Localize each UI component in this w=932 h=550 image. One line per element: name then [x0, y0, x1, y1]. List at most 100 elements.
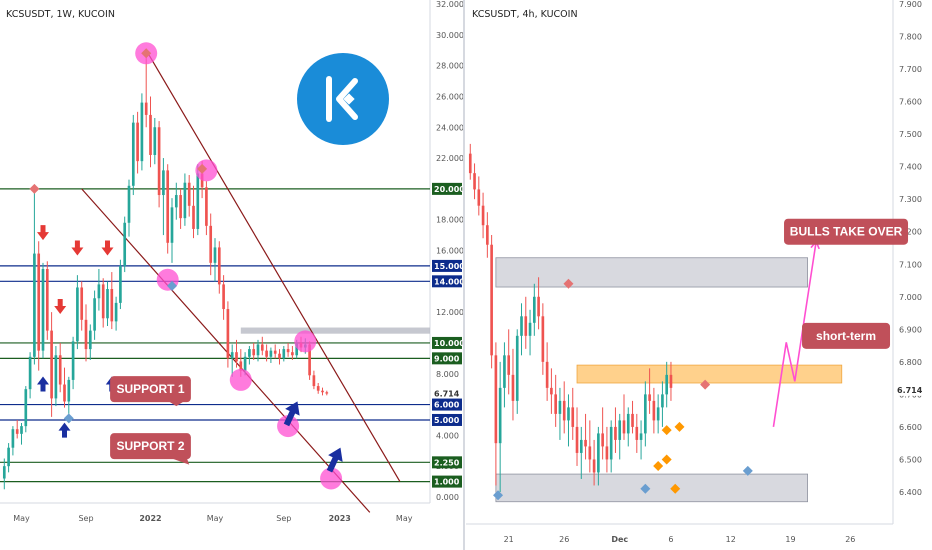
left-candle-body: [67, 379, 71, 402]
left-candle-body: [196, 173, 200, 229]
right-candle-body: [639, 433, 643, 440]
right-diamond-marker: [640, 483, 651, 494]
left-callout-label: SUPPORT 2: [116, 439, 184, 453]
right-chart-title: KCSUSDT, 4h, KUCOIN: [472, 9, 578, 20]
right-candle-body: [597, 433, 600, 473]
left-chart-title: KCSUSDT, 1W, KUCOIN: [6, 9, 115, 20]
left-candle-body: [37, 253, 41, 351]
left-candle-body: [286, 349, 290, 353]
right-candle-body: [490, 244, 493, 356]
left-candle-body: [20, 426, 23, 434]
left-candle-body: [131, 122, 135, 186]
right-candle-body: [635, 426, 639, 440]
left-candle-body: [140, 102, 144, 162]
right-callout-box: [802, 322, 891, 349]
left-ytick-label: 24.000: [436, 123, 464, 132]
left-candle-body: [33, 253, 36, 357]
right-candle-body: [622, 420, 626, 434]
right-xtick-label: 26: [845, 535, 855, 544]
right-candle-body: [588, 446, 592, 460]
left-xtick-label: 2022: [139, 514, 161, 523]
left-resistance-zone: [240, 327, 430, 334]
left-xtick-label: Sep: [78, 514, 93, 523]
left-red-down-arrow: [71, 240, 84, 256]
left-candle-body: [45, 268, 49, 331]
left-candle-body: [325, 392, 329, 394]
right-gray-zone: [495, 257, 809, 288]
left-candle-body: [282, 349, 286, 359]
right-candle-body: [644, 394, 647, 434]
left-candle-body: [144, 102, 148, 115]
left-candle-body: [187, 182, 191, 206]
left-ytick-label: 18.000: [436, 216, 464, 225]
right-candle-body: [537, 296, 540, 317]
right-ytick-label: 6.500: [899, 455, 922, 464]
left-xtick-label: May: [396, 514, 413, 523]
right-ytick-label: 7.000: [899, 293, 922, 302]
left-candle-body: [209, 225, 213, 263]
right-candle-body: [486, 225, 489, 245]
left-xtick-label: May: [207, 514, 224, 523]
right-candle-body: [618, 420, 622, 440]
left-candle-body: [84, 319, 88, 350]
right-diamond-marker: [742, 465, 753, 476]
right-xtick-label: 6: [668, 535, 673, 544]
right-callout: short-term: [802, 322, 891, 349]
left-candle-body: [243, 356, 247, 371]
right-candle-body: [567, 407, 570, 421]
right-candle-body: [609, 426, 613, 460]
left-ytick-label: 22.000: [436, 154, 464, 163]
left-price-label: 10.000: [434, 339, 465, 348]
left-price-label: 15.000: [434, 262, 465, 271]
right-ytick-label: 7.400: [899, 163, 922, 172]
left-price-label-bg: [432, 413, 462, 426]
left-diamond-marker: [197, 163, 208, 174]
left-callout: SUPPORT 1: [110, 376, 191, 407]
left-candle-body: [278, 353, 281, 359]
left-touch-circle: [277, 415, 300, 438]
left-candle-body: [127, 185, 131, 223]
left-candle-body: [153, 127, 157, 155]
right-candle-body: [468, 153, 472, 174]
right-xtick-label: 19: [785, 535, 795, 544]
right-diamond-marker: [670, 483, 681, 494]
right-candle-body: [554, 394, 557, 414]
left-price-label: 2.250: [434, 458, 460, 467]
right-projection-path: [772, 241, 817, 428]
left-candle-body: [179, 195, 182, 219]
left-price-label-bg: [432, 275, 462, 288]
right-ytick-label: 7.300: [899, 195, 922, 204]
left-xtick-label: 2023: [329, 514, 351, 523]
left-candle-body: [217, 247, 221, 285]
left-candle-body: [97, 284, 101, 299]
left-candle-body: [230, 352, 234, 359]
left-big-blue-arrow-shape: [326, 447, 343, 473]
left-candle-body: [28, 356, 32, 390]
right-candle-body: [532, 296, 536, 323]
left-candle-body: [63, 384, 66, 402]
right-candle-body: [656, 407, 660, 421]
right-ytick-label: 6.600: [899, 423, 922, 432]
right-ytick-label: 6.800: [899, 358, 922, 367]
right-candle-body: [520, 316, 523, 336]
left-price-label-bg: [432, 387, 462, 400]
left-candle-body: [41, 268, 45, 351]
left-candle-body: [110, 289, 114, 322]
left-candle-body: [136, 122, 139, 162]
right-candle-body: [503, 355, 506, 388]
right-candle-body: [669, 374, 673, 388]
right-chart-pane[interactable]: 6.4006.5006.6006.7006.8006.9007.0007.100…: [466, 0, 925, 544]
right-gray-zone: [495, 473, 809, 503]
left-candle-body: [222, 284, 225, 310]
right-ytick-label: 7.600: [899, 98, 922, 107]
left-candle-body: [123, 222, 127, 266]
left-ytick-label: 32.000: [436, 0, 464, 9]
left-price-label: 5.000: [434, 416, 460, 425]
right-candle-body: [511, 374, 515, 401]
left-ytick-label: 12.000: [436, 308, 464, 317]
left-candle-body: [213, 247, 217, 263]
left-candle-body: [114, 302, 118, 322]
left-candle-body: [295, 342, 299, 356]
left-chart-pane[interactable]: 0.0002.0004.0006.0008.00010.00012.00014.…: [0, 0, 465, 523]
